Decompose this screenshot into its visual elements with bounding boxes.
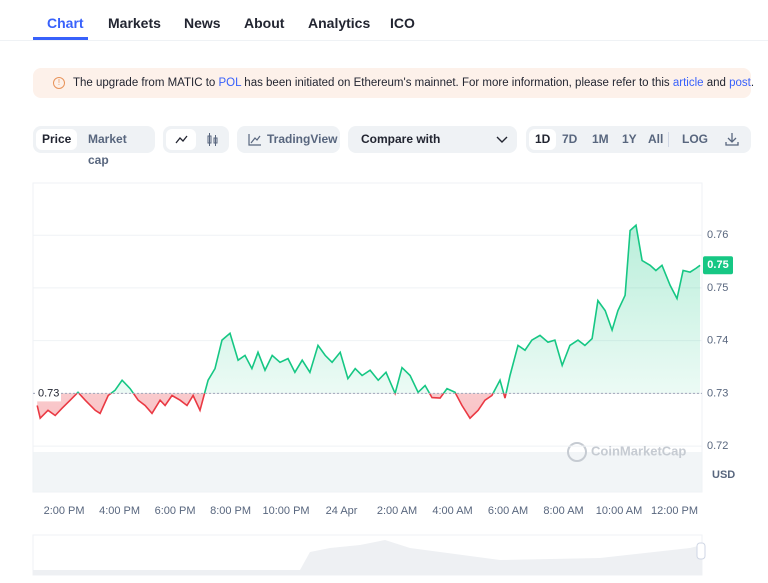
price-line-up (75, 223, 701, 394)
text: The upgrade from MATIC to (73, 77, 219, 89)
tab[interactable]: Analytics (308, 15, 371, 31)
price-line-down (36, 393, 507, 420)
log-button[interactable]: LOG (682, 132, 708, 146)
y-unit: USD (712, 469, 735, 481)
x-tick-label: 24 Apr (326, 505, 358, 517)
area-down (37, 393, 507, 419)
notice-banner: ! The upgrade from MATIC to POL has been… (33, 68, 754, 98)
tab[interactable]: ICO (390, 15, 415, 31)
price-button[interactable]: Price (36, 129, 78, 150)
baseline-label-bg (35, 385, 61, 402)
tab[interactable]: Chart (47, 15, 84, 31)
x-tick-label: 8:00 PM (210, 505, 251, 517)
area-up (37, 225, 701, 394)
text: has been initiated on Ethereum's mainnet… (241, 77, 673, 89)
compare-label: Compare with (361, 132, 441, 146)
tradingview-button[interactable]: TradingView (237, 126, 340, 153)
x-tick-label: 2:00 PM (44, 505, 85, 517)
compare-dropdown[interactable]: Compare with (348, 126, 517, 153)
x-tick-label: 8:00 AM (543, 505, 583, 517)
y-tick-label: 0.76 (707, 229, 728, 241)
text: . (750, 77, 755, 89)
range-button[interactable]: All (648, 132, 664, 146)
tab-underline (33, 37, 88, 40)
watermark-logo (567, 442, 587, 462)
range-button[interactable]: 1D (529, 129, 557, 150)
navigator-area (33, 540, 702, 575)
y-tick-label: 0.73 (707, 387, 728, 399)
line-style-button[interactable] (166, 129, 196, 150)
watermark: CoinMarketCap (591, 443, 686, 458)
range-button[interactable]: 1M (592, 132, 609, 146)
text: and (703, 77, 730, 89)
x-tick-label: 4:00 PM (99, 505, 140, 517)
x-tick-label: 10:00 AM (596, 505, 642, 517)
y-tick-label: 0.75 (707, 282, 728, 294)
x-tick-label: 6:00 PM (155, 505, 196, 517)
candle-style-button[interactable] (199, 129, 227, 150)
x-tick-label: 4:00 AM (432, 505, 472, 517)
volume-band (33, 452, 702, 492)
current-price-label: 0.75 (707, 259, 728, 271)
info-icon: ! (53, 77, 65, 89)
tradingview-icon (248, 134, 261, 146)
tab-bar: Chart Markets News About Analytics ICO (0, 0, 768, 41)
link[interactable]: article (672, 77, 704, 89)
y-tick-label: 0.74 (707, 335, 728, 347)
tab[interactable]: News (184, 15, 221, 31)
y-tick-label: 0.72 (707, 440, 728, 452)
download-button[interactable] (724, 132, 740, 147)
x-tick-label: 10:00 PM (263, 505, 310, 517)
range-toggle: LOG 1D 7D 1M 1Y All (526, 126, 751, 153)
link[interactable]: post (729, 77, 751, 89)
tab[interactable]: Markets (108, 15, 161, 31)
x-tick-label: 2:00 AM (377, 505, 417, 517)
range-button[interactable]: 1Y (622, 132, 637, 146)
navigator-handle[interactable] (696, 542, 706, 560)
metric-toggle: Price Market cap (33, 126, 155, 167)
tab[interactable]: About (244, 15, 285, 31)
x-tick-label: 6:00 AM (488, 505, 528, 517)
chevron (496, 136, 508, 143)
market-cap-button[interactable]: Market cap (88, 132, 127, 167)
current-price-tag (703, 256, 733, 275)
link[interactable]: POL (218, 77, 242, 89)
baseline-label: 0.73 (38, 387, 59, 399)
divider (668, 132, 669, 147)
tradingview-label: TradingView (267, 132, 338, 146)
chart-style-toggle (163, 126, 229, 153)
range-button[interactable]: 7D (562, 132, 578, 146)
notice-text: The upgrade from MATIC to POL has been i… (73, 68, 754, 98)
x-tick-label: 12:00 PM (651, 505, 698, 517)
